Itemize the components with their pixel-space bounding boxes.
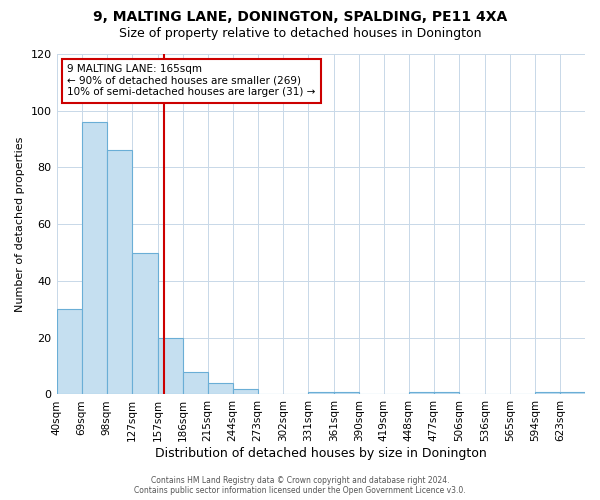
- Bar: [308, 392, 334, 394]
- Text: 9, MALTING LANE, DONINGTON, SPALDING, PE11 4XA: 9, MALTING LANE, DONINGTON, SPALDING, PE…: [93, 10, 507, 24]
- Y-axis label: Number of detached properties: Number of detached properties: [15, 136, 25, 312]
- Bar: [409, 392, 434, 394]
- Bar: [535, 392, 560, 394]
- Text: Contains HM Land Registry data © Crown copyright and database right 2024.
Contai: Contains HM Land Registry data © Crown c…: [134, 476, 466, 495]
- X-axis label: Distribution of detached houses by size in Donington: Distribution of detached houses by size …: [155, 447, 487, 460]
- Text: 9 MALTING LANE: 165sqm
← 90% of detached houses are smaller (269)
10% of semi-de: 9 MALTING LANE: 165sqm ← 90% of detached…: [67, 64, 316, 98]
- Bar: [434, 392, 459, 394]
- Bar: [560, 392, 585, 394]
- Text: Size of property relative to detached houses in Donington: Size of property relative to detached ho…: [119, 28, 481, 40]
- Bar: [334, 392, 359, 394]
- Bar: [233, 389, 258, 394]
- Bar: [107, 150, 131, 394]
- Bar: [208, 383, 233, 394]
- Bar: [182, 372, 208, 394]
- Bar: [131, 252, 158, 394]
- Bar: [158, 338, 182, 394]
- Bar: [56, 310, 82, 394]
- Bar: [82, 122, 107, 394]
